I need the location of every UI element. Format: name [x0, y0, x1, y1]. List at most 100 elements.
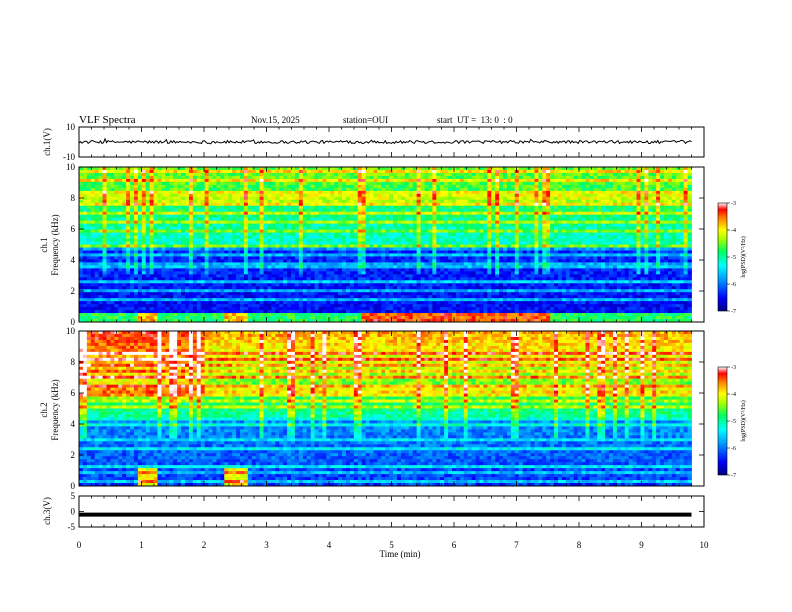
- spectrogram-cell: [192, 241, 198, 245]
- spectrogram-cell: [145, 268, 151, 272]
- spectrogram-cell: [353, 265, 359, 269]
- spectrogram-cell: [204, 262, 209, 266]
- spectrogram-cell: [169, 298, 174, 302]
- spectrogram-cell: [216, 196, 221, 201]
- spectrogram-cell: [267, 217, 272, 222]
- spectrogram-cell: [149, 184, 154, 189]
- spectrogram-cell: [385, 310, 390, 314]
- spectrogram-cell: [239, 175, 245, 180]
- spectrogram-cell: [177, 286, 182, 290]
- spectrogram-cell: [192, 208, 198, 213]
- spectrogram-cell: [177, 253, 182, 257]
- spectrogram-cell: [86, 196, 92, 201]
- spectrogram-cell: [424, 304, 429, 308]
- spectrogram-cell: [440, 244, 445, 248]
- spectrogram-cell: [408, 238, 414, 242]
- spectrogram-cell: [271, 268, 276, 272]
- spectrogram-cell: [326, 316, 331, 320]
- spectrogram-cell: [263, 298, 268, 302]
- spectrogram-cell: [397, 208, 402, 213]
- spectrogram-cell: [275, 196, 280, 201]
- spectrogram-cell: [420, 167, 425, 171]
- spectrogram-cell: [232, 259, 237, 263]
- spectrogram-cell: [173, 295, 178, 299]
- spectrogram-cell: [349, 220, 355, 225]
- spectrogram-cell: [94, 241, 100, 245]
- spectrogram-cell: [224, 262, 229, 266]
- spectrogram-cell: [283, 256, 288, 260]
- spectrogram-cell: [141, 199, 147, 204]
- spectrogram-cell: [220, 205, 225, 210]
- spectrogram-cell: [118, 187, 123, 192]
- spectrogram-cell: [110, 274, 115, 278]
- spectrogram-cell: [389, 235, 394, 239]
- spectrogram-cell: [255, 217, 261, 222]
- spectrogram-cell: [236, 301, 241, 305]
- spectrogram-cell: [86, 178, 92, 183]
- spectrogram-cell: [345, 265, 351, 269]
- spectrogram-cell: [334, 196, 339, 201]
- spectrogram-cell: [353, 193, 359, 198]
- spectrogram-cell: [353, 319, 359, 323]
- spectrogram-cell: [393, 172, 398, 177]
- spectrogram-cell: [98, 265, 103, 269]
- spectrogram-cell: [192, 199, 198, 204]
- spectrogram-cell: [267, 304, 272, 308]
- spectrogram-cell: [236, 187, 241, 192]
- spectrogram-cell: [259, 316, 264, 320]
- spectrogram-cell: [224, 169, 229, 174]
- spectrogram-cell: [365, 268, 370, 272]
- spectrogram-cell: [404, 175, 410, 180]
- spectrogram-cell: [228, 313, 233, 317]
- spectrogram-cell: [338, 217, 343, 222]
- spectrogram-cell: [255, 295, 261, 299]
- spectrogram-cell: [149, 271, 154, 275]
- spectrogram-cell: [263, 244, 268, 248]
- spectrogram-cell: [79, 169, 84, 174]
- spectrogram-cell: [373, 175, 378, 180]
- spectrogram-cell: [165, 175, 170, 180]
- spectrogram-cell: [98, 238, 103, 242]
- spectrogram-cell: [228, 211, 233, 216]
- spectrogram-cell: [102, 232, 107, 236]
- spectrogram-cell: [137, 301, 143, 305]
- spectrogram-cell: [169, 235, 174, 239]
- spectrogram-cell: [224, 214, 229, 219]
- spectrogram-cell: [424, 313, 429, 317]
- spectrogram-cell: [90, 217, 96, 222]
- spectrogram-cell: [353, 217, 359, 222]
- spectrogram-cell: [157, 295, 162, 299]
- spectrogram-cell: [220, 208, 225, 213]
- spectrogram-cell: [224, 241, 229, 245]
- spectrogram-cell: [428, 229, 433, 233]
- spectrogram-cell: [228, 274, 233, 278]
- spectrogram-cell: [291, 211, 296, 216]
- spectrogram-cell: [228, 220, 233, 225]
- spectrogram-cell: [298, 199, 304, 204]
- spectrogram-cell: [110, 217, 115, 222]
- spectrogram-cell: [153, 286, 158, 290]
- spectrogram-cell: [275, 199, 280, 204]
- spectrogram-cell: [436, 280, 441, 284]
- spectrogram-cell: [177, 196, 182, 201]
- spectrogram-cell: [236, 271, 241, 275]
- spectrogram-cell: [393, 229, 398, 233]
- spectrogram-cell: [114, 184, 119, 189]
- spectrogram-cell: [239, 286, 245, 290]
- spectrogram-cell: [294, 167, 300, 171]
- spectrogram-cell: [318, 292, 323, 296]
- spectrogram-cell: [294, 256, 300, 260]
- spectrogram-cell: [169, 167, 174, 171]
- spectrogram-cell: [287, 289, 292, 293]
- spectrogram-cell: [397, 274, 402, 278]
- spectrogram-cell: [408, 313, 414, 317]
- spectrogram-cell: [291, 205, 296, 210]
- spectrogram-cell: [287, 301, 292, 305]
- spectrogram-cell: [153, 262, 158, 266]
- spectrogram-cell: [232, 289, 237, 293]
- spectrogram-cell: [400, 319, 406, 323]
- spectrogram-cell: [283, 211, 288, 216]
- spectrogram-cell: [200, 298, 206, 302]
- spectrogram-cell: [126, 214, 131, 219]
- spectrogram-cell: [157, 244, 162, 248]
